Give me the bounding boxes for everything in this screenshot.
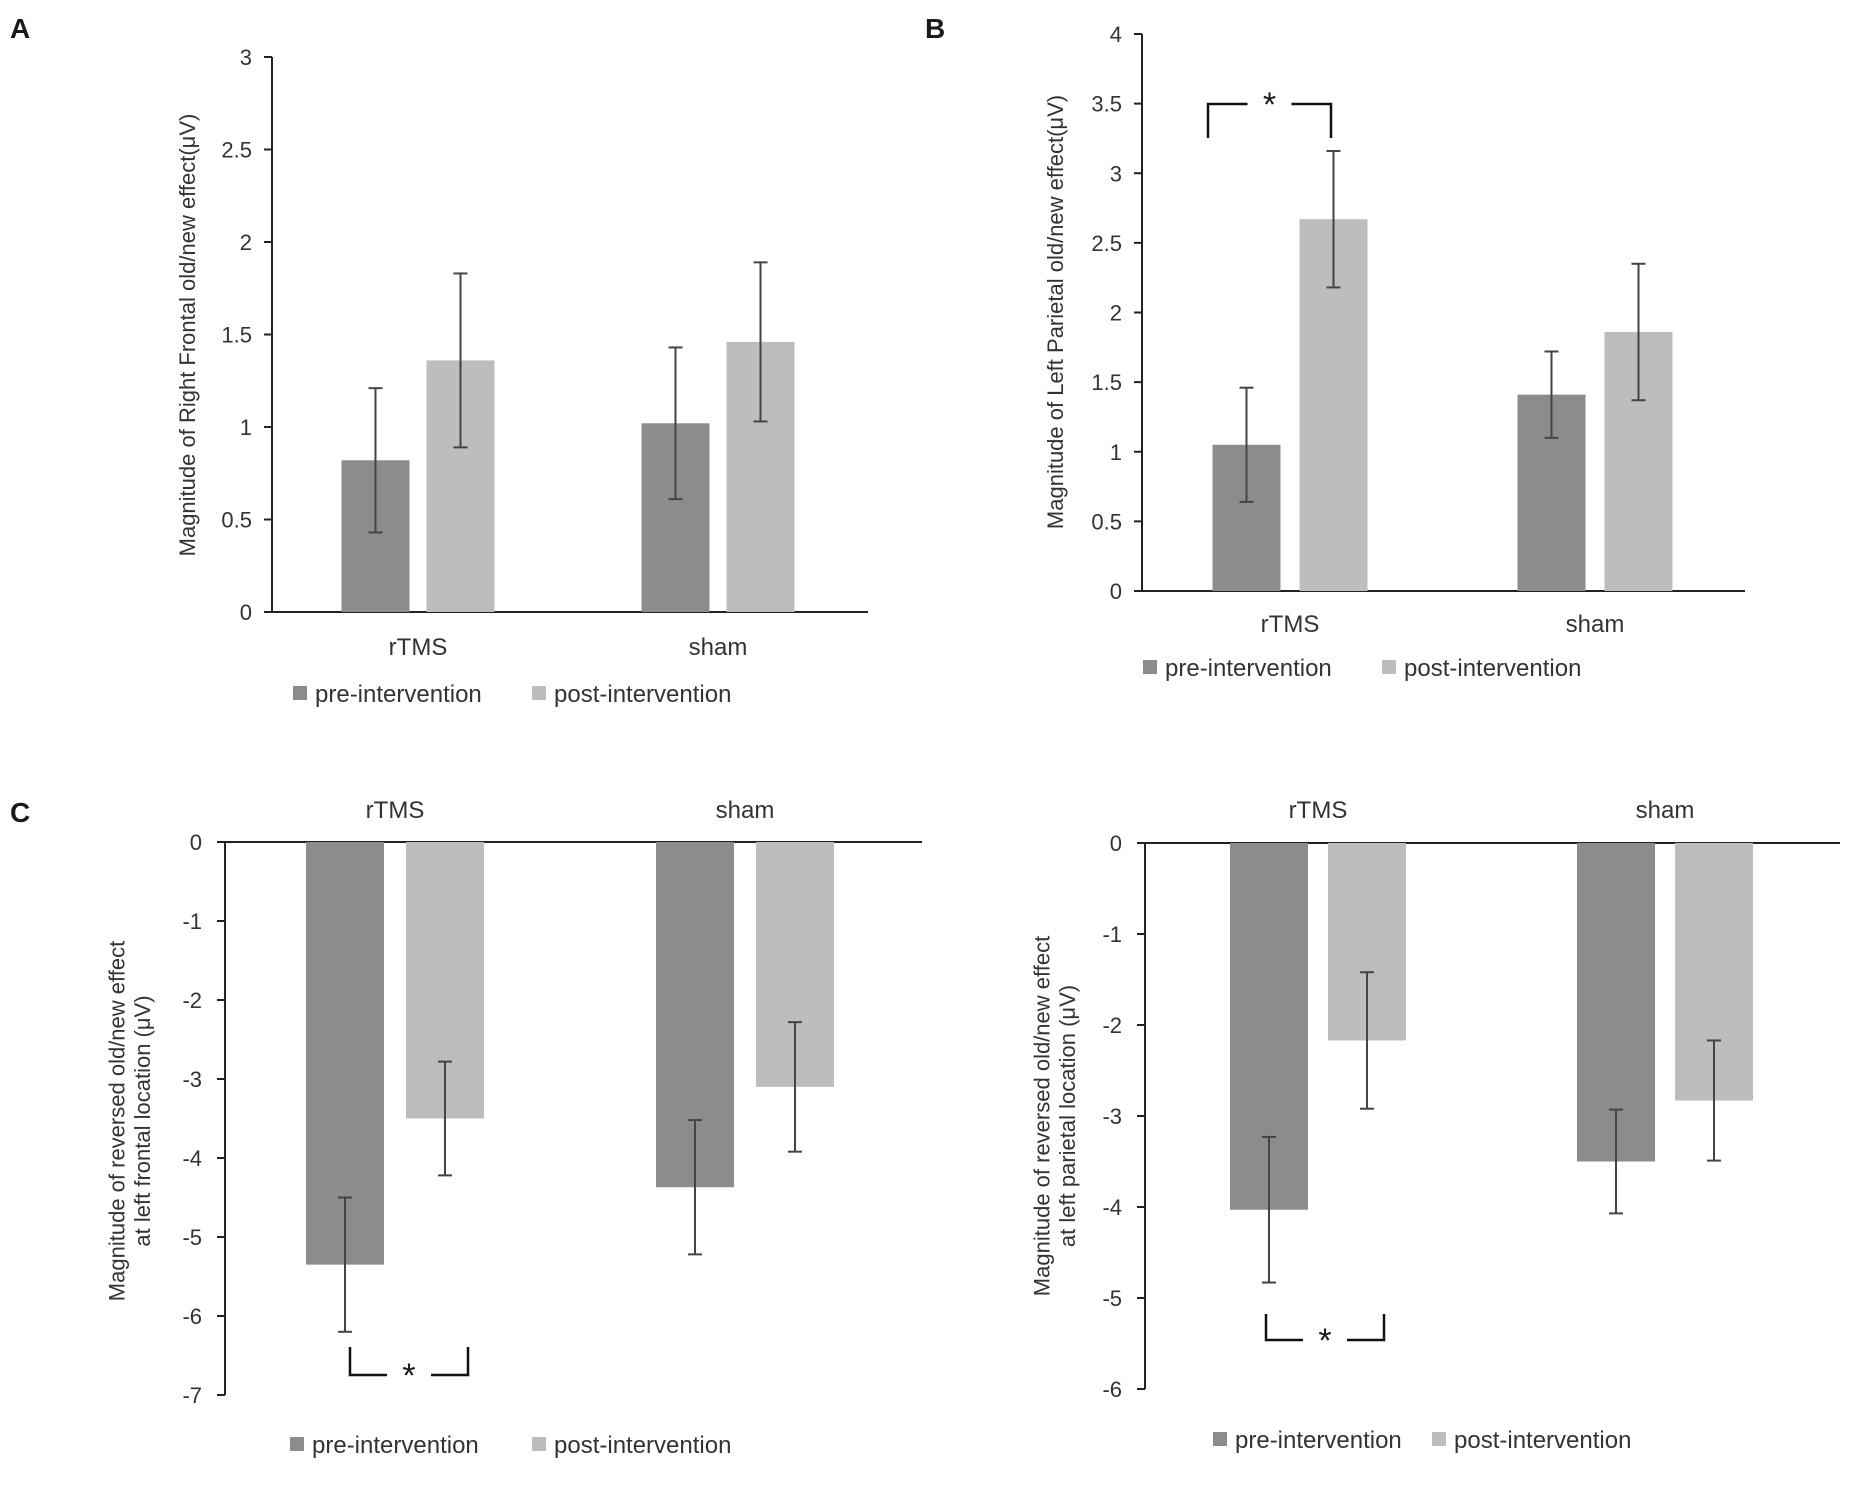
y-tick-label: 1 xyxy=(1110,440,1122,465)
y-tick-label: 2.5 xyxy=(221,138,252,163)
y-tick-label: 2.5 xyxy=(1091,231,1122,256)
significance-bracket xyxy=(348,1347,470,1377)
category-label: rTMS xyxy=(389,634,448,661)
legend-label: post-intervention xyxy=(554,681,731,708)
significance-star: * xyxy=(1318,1322,1331,1360)
legend-label: pre-intervention xyxy=(315,681,482,708)
y-tick-label: -4 xyxy=(182,1146,202,1171)
y-tick-label: 1.5 xyxy=(221,323,252,348)
y-tick-label: -2 xyxy=(1102,1013,1122,1038)
legend-swatch xyxy=(293,686,307,700)
legend-label: post-intervention xyxy=(1454,1427,1631,1454)
y-axis-label-line: Magnitude of reversed old/new effect xyxy=(105,941,130,1301)
y-tick-label: -1 xyxy=(1102,922,1122,947)
panel-letter: C xyxy=(10,797,30,828)
y-axis-label-line: Magnitude of Left Parietal old/new effec… xyxy=(1043,95,1068,529)
legend-swatch xyxy=(1143,660,1157,674)
panel-letter: B xyxy=(925,13,945,44)
y-tick-label: 1 xyxy=(240,415,252,440)
legend-label: pre-intervention xyxy=(1165,655,1332,682)
legend-label: post-intervention xyxy=(554,1432,731,1459)
y-tick-label: 2 xyxy=(240,230,252,255)
bar-pre-rtms xyxy=(306,842,384,1265)
y-axis-label: Magnitude of Right Frontal old/new effec… xyxy=(175,114,200,557)
y-tick-label: -6 xyxy=(182,1304,202,1329)
legend-label: pre-intervention xyxy=(1235,1427,1402,1454)
bar-pre-sham xyxy=(1577,843,1655,1162)
significance-bracket xyxy=(1206,102,1333,138)
y-tick-label: -6 xyxy=(1102,1377,1122,1402)
y-tick-label: -3 xyxy=(182,1067,202,1092)
y-tick-label: 0 xyxy=(1110,579,1122,604)
category-label: rTMS xyxy=(1289,797,1348,824)
y-axis-label-line: Magnitude of Right Frontal old/new effec… xyxy=(175,114,200,557)
y-tick-label: 0 xyxy=(240,600,252,625)
category-label: sham xyxy=(1636,797,1695,824)
y-tick-label: -4 xyxy=(1102,1195,1122,1220)
legend-swatch xyxy=(532,1437,546,1451)
category-label: rTMS xyxy=(366,797,425,824)
legend-swatch xyxy=(290,1437,304,1451)
y-tick-label: 2 xyxy=(1110,301,1122,326)
y-tick-label: 3 xyxy=(240,45,252,70)
legend-label: pre-intervention xyxy=(312,1432,479,1459)
panel-letter: A xyxy=(10,13,30,44)
chart-panel-2: 0 0.5 1 1.5 2 2.5 3 3.5 4 Magnitude of Left Parie… xyxy=(1043,22,1745,682)
y-tick-label: 0 xyxy=(190,830,202,855)
y-tick-label: -5 xyxy=(182,1225,202,1250)
legend-label: post-intervention xyxy=(1404,655,1581,682)
chart-panel-3: -7 -6 -5 -4 -3 -2 -1 0 Magnitude of reversed old… xyxy=(105,797,922,1459)
y-tick-label: 0.5 xyxy=(221,508,252,533)
legend-swatch xyxy=(1382,660,1396,674)
y-axis-label-line: Magnitude of reversed old/new effect xyxy=(1030,936,1055,1296)
y-tick-label: -1 xyxy=(182,909,202,934)
category-label: sham xyxy=(1566,611,1625,638)
category-label: rTMS xyxy=(1261,611,1320,638)
y-axis-label: Magnitude of Left Parietal old/new effec… xyxy=(1043,95,1068,529)
y-axis-label: Magnitude of reversed old/new effectat l… xyxy=(105,941,155,1301)
y-tick-label: 0 xyxy=(1110,831,1122,856)
y-tick-label: -3 xyxy=(1102,1104,1122,1129)
significance-star: * xyxy=(402,1357,415,1395)
y-tick-label: -7 xyxy=(182,1383,202,1408)
legend-swatch xyxy=(1213,1432,1227,1446)
chart-panel-1: 0 0.5 1 1.5 2 2.5 3 Magnitude of Right Frontal … xyxy=(175,45,868,708)
category-label: sham xyxy=(689,634,748,661)
y-axis-label-line: at left parietal location (μV) xyxy=(1055,985,1080,1247)
y-tick-label: 1.5 xyxy=(1091,370,1122,395)
category-label: sham xyxy=(716,797,775,824)
significance-bracket xyxy=(1264,1314,1386,1342)
legend-swatch xyxy=(532,686,546,700)
y-tick-label: -5 xyxy=(1102,1286,1122,1311)
legend-swatch xyxy=(1432,1432,1446,1446)
significance-star: * xyxy=(1263,86,1276,124)
y-axis-label-line: at left frontal location (μV) xyxy=(130,995,155,1246)
y-tick-label: 3.5 xyxy=(1091,92,1122,117)
chart-panel-4: -6 -5 -4 -3 -2 -1 0 Magnitude of reversed old/n… xyxy=(1030,797,1840,1454)
y-axis-label: Magnitude of reversed old/new effectat l… xyxy=(1030,936,1080,1296)
y-tick-label: 4 xyxy=(1110,22,1122,47)
y-tick-label: -2 xyxy=(182,988,202,1013)
y-tick-label: 3 xyxy=(1110,161,1122,186)
y-tick-label: 0.5 xyxy=(1091,509,1122,534)
